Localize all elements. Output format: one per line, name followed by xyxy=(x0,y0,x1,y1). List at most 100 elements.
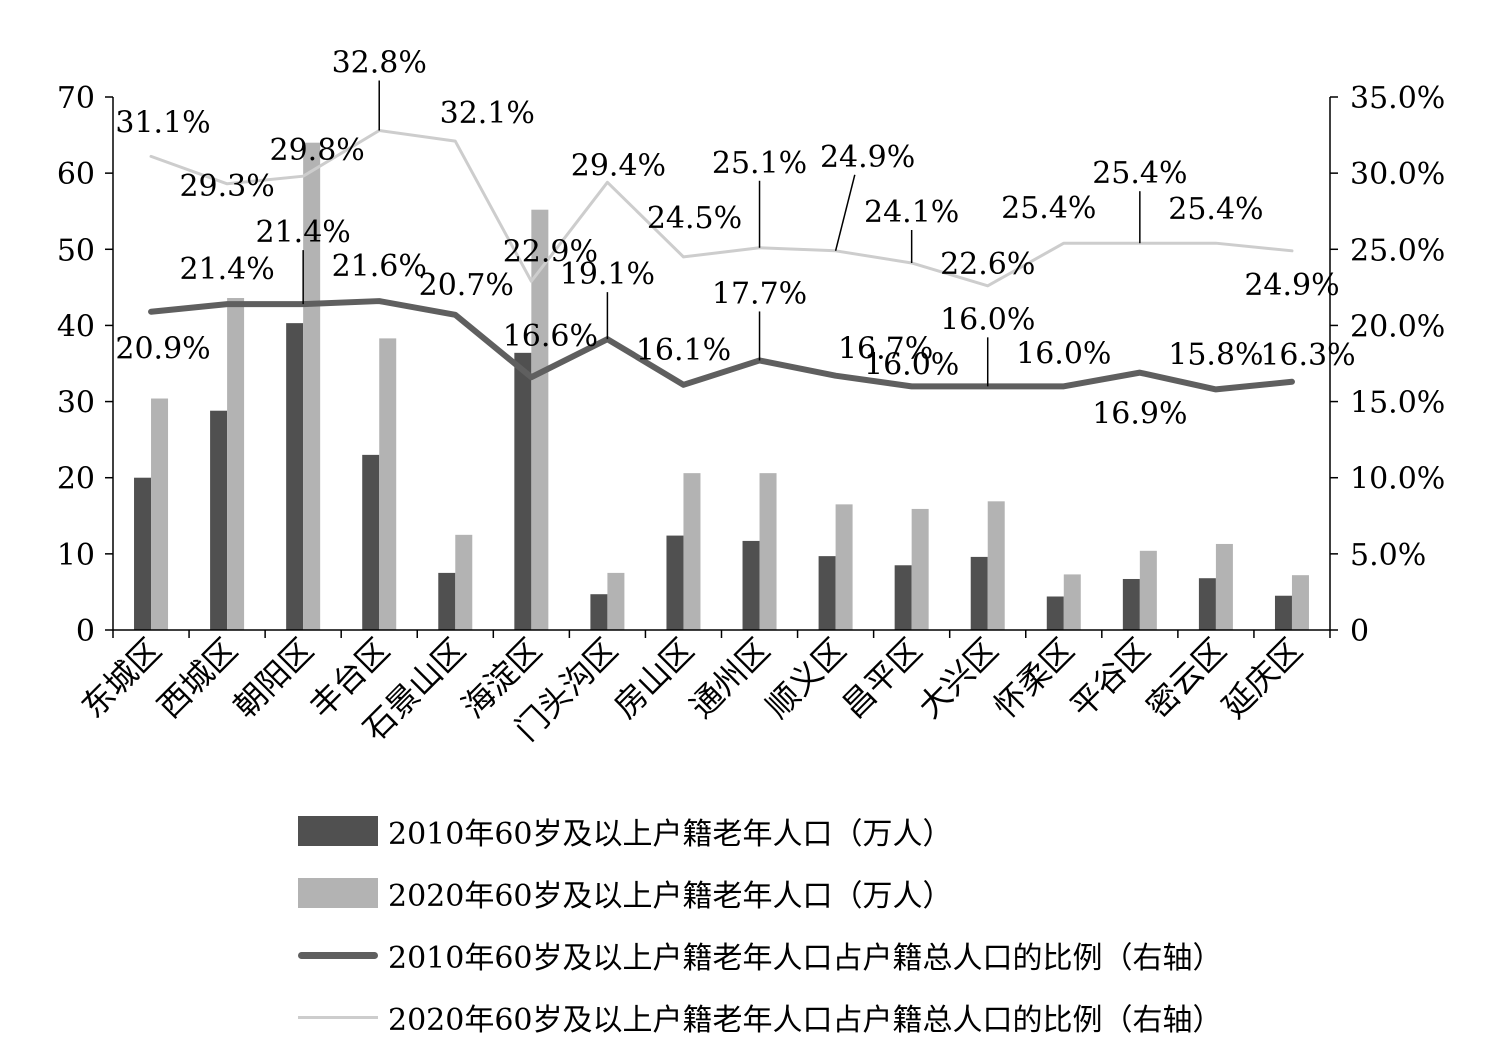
legend-swatch-line-2020 xyxy=(298,1015,378,1019)
legend-swatch-line-2010 xyxy=(298,951,378,959)
bar-2010 xyxy=(438,572,456,630)
bar-2020 xyxy=(987,501,1005,630)
legend-item-line-2020: 2020年60岁及以上户籍老年人口占户籍总人口的比例（右轴） xyxy=(298,986,1223,1048)
bar-2020 xyxy=(303,142,321,630)
x-tick-label: 平谷区 xyxy=(1063,631,1158,726)
data-label-2010: 17.7% xyxy=(712,276,807,311)
legend-label: 2010年60岁及以上户籍老年人口（万人） xyxy=(388,817,953,852)
data-label-2020: 25.4% xyxy=(1168,192,1263,227)
data-label-2010: 16.0% xyxy=(1016,336,1111,371)
y2-tick-label: 10.0% xyxy=(1350,462,1445,497)
data-label-2010: 21.4% xyxy=(179,252,274,287)
x-tick-label: 昌平区 xyxy=(835,631,930,726)
bar-2020 xyxy=(227,298,245,630)
bars-2020 xyxy=(151,142,1309,631)
bar-2010 xyxy=(742,540,760,630)
bar-2020 xyxy=(455,534,473,630)
data-label-2010: 20.7% xyxy=(419,268,514,303)
bar-2020 xyxy=(151,398,169,630)
y-tick-label: 20 xyxy=(57,462,95,497)
bar-2020 xyxy=(759,473,777,630)
data-label-2020: 22.9% xyxy=(503,234,598,269)
data-label-2010: 20.9% xyxy=(115,332,210,367)
bar-2010 xyxy=(286,323,304,630)
legend-swatch-bar-2010 xyxy=(298,816,378,846)
line-2010-path xyxy=(148,298,1295,393)
y2-tick-label: 15.0% xyxy=(1350,386,1445,421)
bars-2010 xyxy=(134,323,1292,630)
bar-2020 xyxy=(1139,550,1157,630)
data-label-2020: 25.4% xyxy=(1092,156,1187,191)
data-label-2020: 24.9% xyxy=(1244,268,1339,303)
legend-swatch-bar-2020 xyxy=(298,878,378,908)
data-label-2020: 25.1% xyxy=(712,146,807,181)
legend-label: 2010年60岁及以上户籍老年人口占户籍总人口的比例（右轴） xyxy=(388,941,1223,976)
x-tick-label: 西城区 xyxy=(150,631,245,726)
legend-label: 2020年60岁及以上户籍老年人口占户籍总人口的比例（右轴） xyxy=(388,1003,1223,1038)
bar-2020 xyxy=(911,508,929,630)
data-label-2020: 32.1% xyxy=(440,96,535,131)
y-tick-label: 60 xyxy=(57,157,95,192)
bar-2020 xyxy=(1291,575,1309,630)
y2-tick-label: 5.0% xyxy=(1350,538,1426,573)
data-label-2010: 16.1% xyxy=(636,333,731,368)
legend-item-bar-2010: 2010年60岁及以上户籍老年人口（万人） xyxy=(298,800,1223,862)
data-label-2020: 24.9% xyxy=(820,140,915,175)
data-label-2010: 16.3% xyxy=(1260,338,1355,373)
x-tick-label: 怀柔区 xyxy=(987,631,1082,726)
x-tick-label: 密云区 xyxy=(1139,631,1234,726)
data-label-2020: 31.1% xyxy=(115,105,210,140)
bar-2010 xyxy=(894,565,912,630)
y2-tick-label: 30.0% xyxy=(1350,157,1445,192)
bar-2020 xyxy=(607,572,625,630)
data-label-2020: 29.4% xyxy=(571,148,666,183)
data-label-2020-leader xyxy=(834,174,856,251)
bar-2010 xyxy=(134,477,152,630)
legend-item-line-2010: 2010年60岁及以上户籍老年人口占户籍总人口的比例（右轴） xyxy=(298,924,1223,986)
y2-tick-label: 35.0% xyxy=(1350,81,1445,116)
data-label-2010: 16.6% xyxy=(503,319,598,354)
data-labels: 31.1% 29.3%29.8% 32.8% 32.1% 22.9% 29.4% 24.5%… xyxy=(115,46,1355,432)
y2-tick-label: 0 xyxy=(1350,614,1369,649)
y2-tick-label: 20.0% xyxy=(1350,309,1445,344)
legend-label: 2020年60岁及以上户籍老年人口（万人） xyxy=(388,879,953,914)
y-tick-label: 70 xyxy=(57,81,95,116)
data-label-2010: 16.9% xyxy=(1092,397,1187,432)
x-tick-label: 延庆区 xyxy=(1215,631,1310,726)
bar-2010 xyxy=(970,556,988,630)
bar-2010 xyxy=(818,556,836,630)
bar-2020 xyxy=(683,473,701,630)
bar-2010 xyxy=(1122,578,1140,630)
data-label-2020: 25.4% xyxy=(1001,191,1096,226)
x-tick-label: 房山区 xyxy=(606,631,701,726)
x-tick-label: 通州区 xyxy=(682,631,777,726)
chart: 0 10 20 30 40 50 60 70 0 5.0% 10.0% 15.0% 20.0% 25.0%… xyxy=(57,46,1446,749)
data-label-2020: 22.6% xyxy=(940,247,1035,282)
bar-2010 xyxy=(514,352,532,630)
bar-2020 xyxy=(531,209,549,631)
line-2010 xyxy=(148,298,1295,393)
y-tick-label: 30 xyxy=(57,386,95,421)
bar-2010 xyxy=(666,535,684,630)
x-tick-label: 大兴区 xyxy=(911,631,1006,726)
bar-2020 xyxy=(835,504,853,630)
data-label-2020: 24.5% xyxy=(647,201,742,236)
data-label-2010: 19.1% xyxy=(560,257,655,292)
bar-2010 xyxy=(590,594,608,630)
bar-2020 xyxy=(379,338,397,630)
line-2020 xyxy=(149,129,1294,288)
bar-2010 xyxy=(362,454,380,630)
data-label-2020: 32.8% xyxy=(332,46,427,81)
data-label-2010: 16.0% xyxy=(940,302,1035,337)
x-tick-label: 顺义区 xyxy=(758,631,853,726)
data-label-2010: 16.7% xyxy=(838,332,933,367)
data-label-2020: 29.3% xyxy=(179,169,274,204)
y2-tick-label: 25.0% xyxy=(1350,233,1445,268)
bar-2020 xyxy=(1063,574,1081,630)
line-2020-path xyxy=(149,129,1294,288)
legend: 2010年60岁及以上户籍老年人口（万人） 2020年60岁及以上户籍老年人口（… xyxy=(298,800,1223,1048)
data-label-2010: 21.6% xyxy=(332,249,427,284)
data-label-2020: 24.1% xyxy=(864,195,959,230)
y-tick-label: 50 xyxy=(57,233,95,268)
bar-2010 xyxy=(210,410,228,630)
